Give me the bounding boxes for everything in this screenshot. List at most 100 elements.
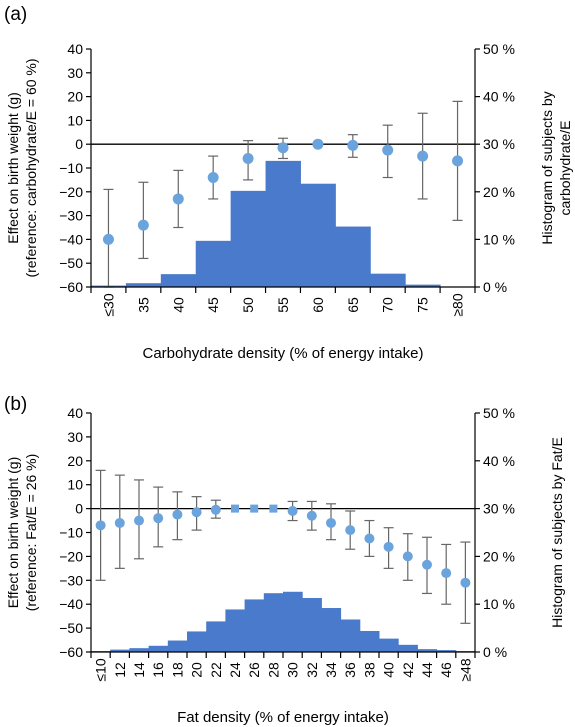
- effect-point: [326, 517, 336, 528]
- x-tick-label: 38: [361, 662, 377, 678]
- histogram-bar: [206, 621, 226, 652]
- y-tick-label: 20: [67, 89, 83, 105]
- histogram-bar: [300, 183, 336, 287]
- effect-point: [172, 193, 184, 205]
- histogram-bar: [370, 273, 406, 287]
- effect-point: [382, 144, 394, 156]
- y-tick-label: −40: [59, 231, 83, 247]
- y-axis-subtitle: (reference: carbohydrate/E = 60 %): [23, 58, 39, 277]
- y2-axis-subtitle: carbohydrate/E: [557, 121, 573, 216]
- y-tick-label: 0: [75, 501, 83, 517]
- y2-tick-label: 0 %: [483, 644, 507, 660]
- effect-point: [441, 568, 452, 579]
- reference-point: [231, 504, 239, 513]
- x-tick-label: 75: [415, 297, 431, 313]
- x-tick-label: 70: [380, 297, 396, 313]
- y-tick-label: 10: [67, 112, 83, 128]
- histogram-bar: [405, 284, 441, 287]
- x-tick-label: 34: [323, 662, 339, 678]
- y2-tick-label: 40 %: [483, 89, 515, 105]
- reference-point: [312, 138, 324, 150]
- x-tick-label: 55: [275, 297, 291, 313]
- y-tick-label: −30: [59, 572, 83, 588]
- effect-point: [345, 525, 356, 536]
- histogram-bar: [340, 619, 361, 652]
- histogram-bar: [335, 226, 371, 287]
- y2-tick-label: 10 %: [483, 231, 515, 247]
- histogram-bar: [398, 644, 418, 652]
- y-tick-label: 20: [67, 453, 83, 469]
- effect-point: [347, 139, 359, 151]
- histogram-bar: [283, 591, 303, 652]
- x-tick-label: 60: [310, 297, 326, 313]
- x-tick-label: ≥80: [450, 293, 466, 316]
- histogram-bar: [417, 649, 438, 652]
- y2-tick-label: 20 %: [483, 548, 515, 564]
- histogram-bar: [187, 631, 207, 652]
- x-tick-label: 42: [400, 662, 416, 678]
- y-tick-label: −20: [59, 548, 83, 564]
- y-tick-label: 0: [75, 136, 83, 152]
- y-tick-label: −10: [59, 160, 83, 176]
- effect-point: [277, 142, 289, 154]
- histogram-bar: [125, 283, 162, 287]
- chart-panel-1: (b) 40 30 20 10 0 −10 −20 −30 −40 −50 −60 50 % 40 % 30…: [4, 394, 565, 726]
- effect-point: [134, 515, 144, 526]
- x-tick-label: 44: [419, 662, 435, 678]
- effect-point: [153, 513, 164, 524]
- panel-label: (b): [4, 394, 27, 415]
- y-axis-title: Effect on birth weight (g): [5, 457, 21, 608]
- x-tick-label: 36: [342, 662, 358, 678]
- effect-point: [306, 510, 317, 521]
- y-tick-label: 10: [67, 477, 83, 493]
- effect-point: [364, 533, 375, 544]
- y2-tick-label: 0 %: [483, 279, 507, 295]
- effect-point: [417, 150, 429, 162]
- y-tick-label: −10: [59, 525, 83, 541]
- histogram-bar: [129, 648, 150, 652]
- x-axis-title: Fat density (% of energy intake): [177, 709, 389, 726]
- y2-tick-label: 10 %: [483, 596, 515, 612]
- x-tick-label: 28: [265, 662, 281, 678]
- x-tick-label: 20: [189, 662, 205, 678]
- histogram-bar: [230, 190, 267, 287]
- histogram-bar: [167, 640, 188, 652]
- histogram-bar: [321, 608, 342, 652]
- y-tick-label: −50: [59, 620, 83, 636]
- y-tick-label: −20: [59, 184, 83, 200]
- x-tick-label: 32: [304, 662, 320, 678]
- y2-tick-label: 30 %: [483, 136, 515, 152]
- reference-point: [250, 504, 259, 513]
- y-tick-label: −30: [59, 208, 83, 224]
- effect-point: [383, 541, 394, 552]
- effect-point: [422, 559, 432, 570]
- x-tick-label: ≥48: [457, 658, 473, 681]
- y2-axis-title: Histogram of subjects by Fat/E: [549, 437, 565, 628]
- y-tick-label: 30: [67, 429, 83, 445]
- histogram-bar: [195, 240, 232, 287]
- effect-point: [95, 520, 106, 531]
- y-tick-label: 30: [67, 65, 83, 81]
- effect-point: [172, 509, 183, 520]
- effect-point: [137, 219, 149, 231]
- y2-tick-label: 50 %: [483, 41, 515, 57]
- histogram-bar: [263, 593, 284, 652]
- effect-point: [460, 577, 471, 588]
- x-axis-title: Carbohydrate density (% of energy intake…: [143, 345, 424, 362]
- x-tick-label: 46: [438, 662, 454, 678]
- effect-point: [242, 152, 254, 164]
- y2-tick-label: 40 %: [483, 453, 515, 469]
- y-tick-label: −50: [59, 255, 83, 271]
- panel-label: (a): [4, 4, 27, 25]
- x-tick-label: 24: [227, 662, 243, 678]
- effect-point: [207, 172, 219, 184]
- x-tick-label: 22: [208, 662, 224, 678]
- y-axis-title: Effect on birth weight (g): [5, 92, 21, 243]
- x-tick-label: 40: [381, 662, 397, 678]
- y2-tick-label: 20 %: [483, 184, 515, 200]
- y2-tick-label: 50 %: [483, 405, 515, 421]
- histogram-bar: [160, 274, 197, 287]
- y-tick-label: −60: [59, 644, 83, 660]
- x-tick-label: 35: [135, 297, 151, 313]
